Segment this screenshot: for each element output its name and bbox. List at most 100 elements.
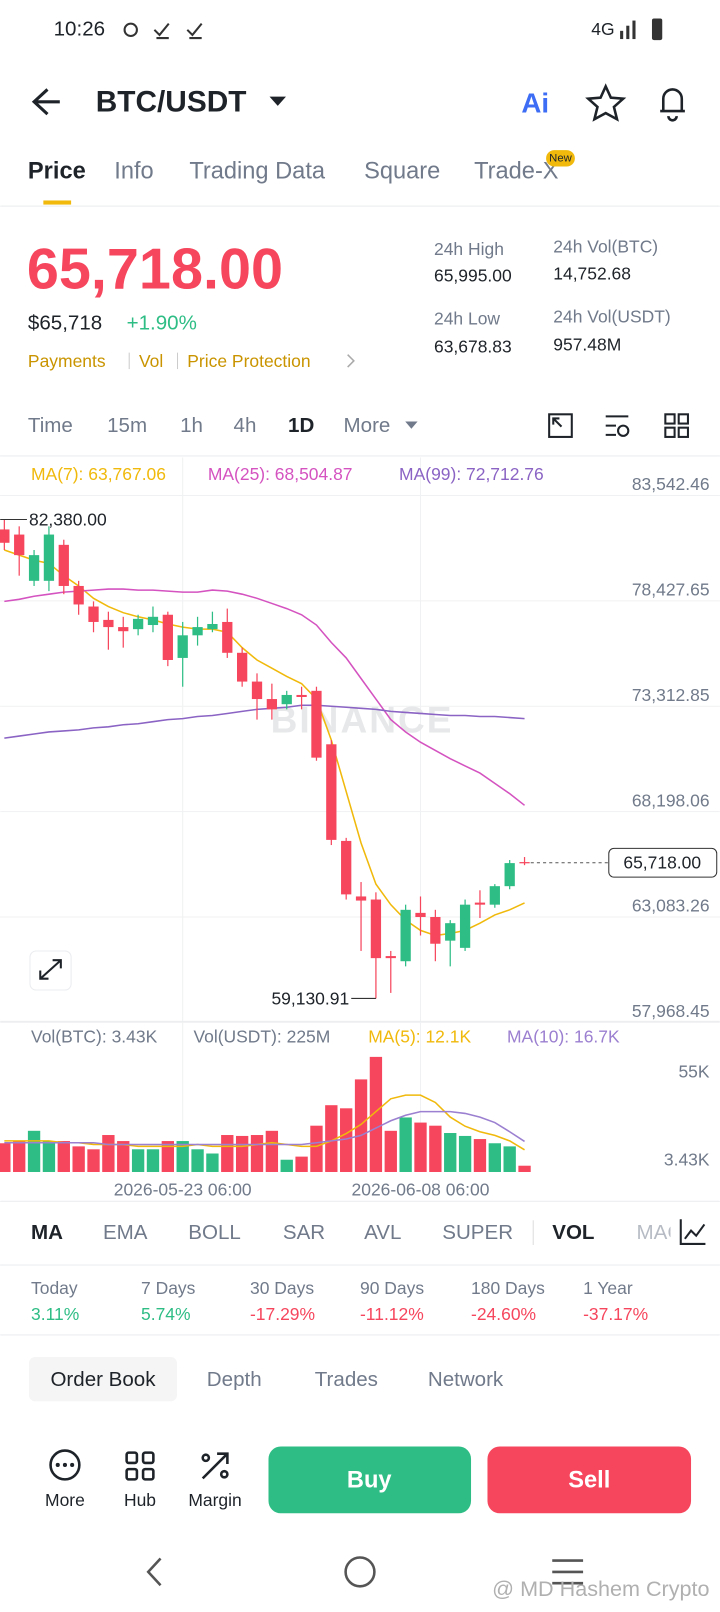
x-tick-label: 2026-06-08 06:00: [352, 1179, 490, 1199]
candle-body: [237, 652, 248, 682]
interval[interactable]: 1D: [288, 414, 314, 437]
interval[interactable]: 4h: [234, 414, 257, 437]
tab-indicator: [43, 200, 72, 205]
volume-bar: [399, 1117, 412, 1172]
candle-body: [132, 618, 144, 630]
extreme-label: 59,130.91: [271, 988, 349, 1008]
indicator-settings[interactable]: [679, 1219, 706, 1245]
volume-bar: [161, 1141, 175, 1172]
expand-icon: [39, 959, 62, 980]
tab[interactable]: Price: [28, 159, 86, 185]
book-tab[interactable]: Network: [428, 1368, 504, 1391]
candle-body: [43, 534, 55, 581]
new-badge-bg: [546, 150, 575, 167]
period-change: 3.11%: [31, 1304, 79, 1324]
indicator[interactable]: VOL: [552, 1221, 594, 1244]
interval[interactable]: Time: [28, 414, 73, 437]
volume-bar: [518, 1165, 531, 1172]
status-network: 4G: [591, 19, 614, 39]
chart-tools[interactable]: [548, 413, 689, 438]
volume-ma-legend: MA(5): 12.1K: [368, 1026, 471, 1046]
tab[interactable]: Square: [364, 159, 440, 185]
pair-title[interactable]: BTC/USDT: [96, 85, 247, 118]
period-label: Today: [31, 1278, 78, 1298]
volume-bar: [72, 1146, 85, 1172]
tag-sep: [177, 352, 179, 370]
candle-body: [73, 585, 84, 605]
period-label: 30 Days: [250, 1278, 314, 1298]
sell-label[interactable]: Sell: [568, 1467, 610, 1493]
nav-home[interactable]: [344, 1556, 376, 1588]
volume-bar: [206, 1153, 219, 1172]
candle-body: [162, 614, 173, 660]
candle-body: [296, 694, 307, 697]
ma-line: [4, 549, 525, 937]
book-tab[interactable]: Trades: [315, 1368, 378, 1391]
indicator-sep: [532, 1220, 534, 1245]
nav-recent[interactable]: [552, 1559, 584, 1585]
back-button[interactable]: [31, 88, 60, 116]
toolbar-icons: [49, 1449, 229, 1481]
volume-bar: [117, 1141, 130, 1172]
book-tab[interactable]: Depth: [207, 1368, 262, 1391]
toolbar-item[interactable]: Margin: [188, 1490, 241, 1510]
candle-body: [118, 627, 129, 632]
candle-body: [266, 699, 278, 710]
candle-body: [14, 534, 25, 556]
tag[interactable]: Vol: [139, 351, 163, 371]
indicator[interactable]: MA: [31, 1221, 63, 1244]
more-caret: [405, 421, 418, 429]
tab[interactable]: Info: [114, 159, 153, 185]
candle-body: [445, 923, 456, 941]
candle-body: [28, 555, 40, 581]
book-tab[interactable]: Order Book: [50, 1368, 156, 1391]
alert-button[interactable]: [660, 88, 685, 122]
volume-bar: [295, 1156, 308, 1172]
tab[interactable]: Trading Data: [189, 159, 326, 185]
period-change: -37.17%: [583, 1304, 648, 1324]
indicator[interactable]: SUPER: [442, 1221, 513, 1244]
indicator[interactable]: SAR: [283, 1221, 325, 1244]
indicator[interactable]: BOLL: [188, 1221, 241, 1244]
period-change: -24.60%: [471, 1304, 536, 1324]
toolbar-item[interactable]: More: [45, 1490, 85, 1510]
volume-bar: [384, 1130, 397, 1172]
interval[interactable]: 15m: [107, 414, 147, 437]
divider: [0, 455, 720, 457]
candle-body: [147, 616, 159, 626]
pair-dropdown[interactable]: [269, 96, 286, 106]
nav-back[interactable]: [146, 1557, 162, 1587]
buy-button[interactable]: [268, 1446, 472, 1514]
ai-button[interactable]: Ai: [521, 87, 549, 118]
candle-body: [192, 627, 203, 636]
interval[interactable]: More: [344, 414, 391, 437]
sell-button[interactable]: [487, 1446, 692, 1514]
performance: Today 3.11% 7 Days 5.74% 30 Days -17.29% 90 Da…: [31, 1278, 648, 1324]
candle-body: [88, 606, 99, 622]
indicator[interactable]: AVL: [364, 1221, 401, 1244]
volume-chart: Vol(BTC): 3.43K Vol(USDT): 225M 55K 3.43K MA…: [0, 1026, 710, 1172]
candle-body: [370, 899, 382, 959]
volume-bar: [131, 1149, 145, 1172]
stat-value: 14,752.68: [553, 263, 631, 283]
favorite-button[interactable]: [585, 83, 627, 122]
extreme-label: 82,380.00: [29, 509, 107, 529]
stat-value: 65,995.00: [434, 266, 512, 286]
volume-legend: Vol(BTC): 3.43K: [31, 1026, 158, 1046]
period-change: 5.74%: [141, 1304, 191, 1324]
volume-bar: [221, 1135, 234, 1172]
interval[interactable]: 1h: [180, 414, 203, 437]
tag[interactable]: Price Protection: [187, 351, 310, 371]
usd-price: $65,718: [28, 311, 102, 334]
tag[interactable]: Payments: [28, 351, 106, 371]
tab[interactable]: Trade-X: [474, 159, 559, 185]
toolbar-item[interactable]: Hub: [124, 1490, 156, 1510]
x-tick-label: 2026-05-23 06:00: [114, 1179, 252, 1199]
y-tick-label: 57,968.45: [632, 1001, 710, 1021]
buy-label[interactable]: Buy: [347, 1467, 392, 1493]
candle-body: [177, 635, 188, 658]
indicator[interactable]: EMA: [103, 1221, 148, 1244]
y-tick-label: 68,198.06: [632, 790, 710, 810]
candle-body: [251, 681, 263, 700]
stat-label: 24h High: [434, 239, 504, 259]
